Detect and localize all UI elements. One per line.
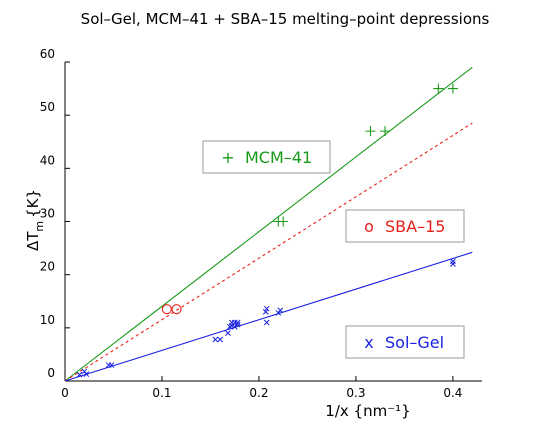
point-solgel: [275, 310, 282, 316]
point-solgel: [450, 261, 456, 267]
chart-title: Sol–Gel, MCM–41 + SBA–15 melting–point d…: [81, 10, 490, 28]
fit-lines: [64, 66, 473, 382]
y-ticks: 0 10 20 30 40 50 60: [40, 47, 70, 382]
x-tick-label: 0.1: [152, 386, 171, 400]
point-solgel: [225, 330, 231, 337]
y-axis-label-unit: {K}: [24, 189, 42, 218]
y-tick-label: 50: [40, 100, 55, 114]
x-tick-label: 0.2: [249, 386, 268, 400]
y-axis-label-main: ΔT: [24, 231, 42, 251]
x-tick-label: 0.3: [346, 386, 365, 400]
point-sba15: [161, 304, 172, 315]
series-sba15: [161, 304, 182, 315]
point-solgel: [234, 319, 241, 326]
legend-solgel: x Sol–Gel: [345, 325, 465, 359]
y-tick-label: 10: [40, 313, 55, 327]
legend-mcm41: + MCM–41: [202, 140, 331, 174]
legend-marker-mcm41: +: [221, 148, 234, 167]
legend-sba15: o SBA–15: [345, 209, 465, 243]
y-tick-label: 60: [40, 47, 55, 61]
y-axis-label-sub: m: [33, 221, 46, 232]
legend-marker-solgel: x: [364, 333, 373, 352]
point-solgel: [262, 309, 269, 315]
legend-marker-sba15: o: [364, 217, 374, 236]
series-mcm41: [273, 83, 458, 227]
legend-box-sba15: [345, 209, 465, 243]
y-tick-label: 0: [47, 366, 55, 380]
legend-box-mcm41: [202, 140, 331, 174]
point-solgel: [277, 307, 284, 314]
point-mcm41: [447, 83, 458, 94]
point-solgel: [234, 321, 241, 328]
svg-text:ΔTm{K}: ΔTm {K}: [24, 189, 46, 251]
series-solgel: [76, 258, 456, 378]
fit-line-solgel: [64, 251, 473, 382]
point-mcm41: [278, 216, 289, 227]
point-sba15: [171, 304, 182, 315]
legend-label-solgel: Sol–Gel: [385, 333, 444, 352]
point-solgel: [231, 323, 238, 330]
point-mcm41: [433, 83, 444, 94]
legend-label-sba15: SBA–15: [385, 217, 445, 236]
point-solgel: [108, 362, 115, 368]
point-mcm41: [365, 126, 376, 137]
point-solgel: [81, 368, 88, 375]
point-solgel: [263, 305, 270, 312]
y-tick-label: 40: [40, 153, 55, 167]
x-ticks: 0 0.1 0.2 0.3 0.4: [61, 376, 462, 400]
legend-label-mcm41: MCM–41: [245, 148, 312, 167]
point-solgel: [217, 336, 224, 343]
y-axis-label: ΔTm {K}: [24, 189, 46, 251]
x-tick-label: 0: [61, 386, 69, 400]
fit-line-sba15: [64, 122, 473, 382]
point-solgel: [83, 371, 90, 377]
fit-line-mcm41: [64, 66, 473, 382]
point-solgel: [450, 258, 456, 265]
data-points: [76, 83, 458, 378]
x-axis-label: 1/x {nm⁻¹}: [325, 402, 410, 420]
point-solgel: [263, 319, 270, 326]
legend-box-solgel: [345, 325, 465, 359]
point-solgel: [212, 336, 219, 343]
y-tick-label: 20: [40, 260, 55, 274]
x-tick-label: 0.4: [443, 386, 462, 400]
point-mcm41: [380, 126, 391, 137]
point-solgel: [76, 371, 83, 378]
y-tick-label: 30: [40, 207, 55, 221]
